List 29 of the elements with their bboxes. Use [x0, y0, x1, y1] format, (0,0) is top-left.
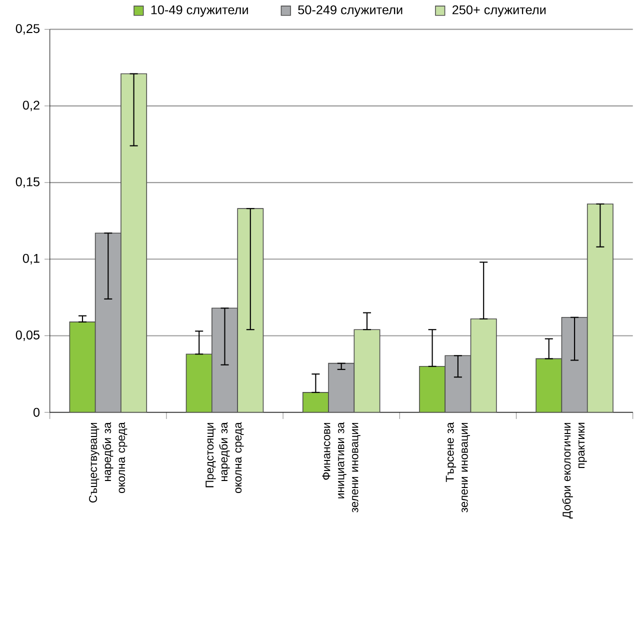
y-tick-label: 0,15 [16, 177, 40, 188]
y-tick-label: 0,25 [16, 24, 40, 34]
y-tick-label: 0,1 [22, 254, 40, 264]
bar [120, 73, 148, 412]
bar [69, 321, 96, 412]
bar [237, 208, 264, 412]
bar [186, 354, 212, 412]
x-tick-label: Предстоящи наредби за околна среда [206, 422, 244, 493]
bar [444, 355, 472, 412]
bar [302, 392, 329, 412]
x-tick-label: Търсене за зелени иновации [446, 422, 470, 512]
bar [470, 318, 497, 412]
legend-label: 50-249 служители [298, 5, 402, 17]
bar [354, 329, 380, 412]
bar [419, 366, 446, 412]
bar [536, 358, 562, 412]
x-tick-label: Финансови инициативи за зелени иновации [322, 422, 360, 512]
bar [586, 203, 614, 412]
bar [212, 308, 238, 412]
x-tick-label: Добри екологични практики [562, 422, 587, 518]
y-tick-label: 0,05 [16, 330, 40, 341]
bar [328, 362, 355, 412]
legend-label: 250+ служители [452, 5, 546, 17]
y-tick-label: 0 [33, 408, 40, 417]
legend-label: 10-49 служители [151, 5, 248, 17]
y-tick-label: 0,2 [22, 100, 40, 112]
x-tick-label: Съществуващи наредби за околна среда [89, 422, 128, 502]
bar [561, 316, 588, 412]
bar [94, 232, 122, 412]
